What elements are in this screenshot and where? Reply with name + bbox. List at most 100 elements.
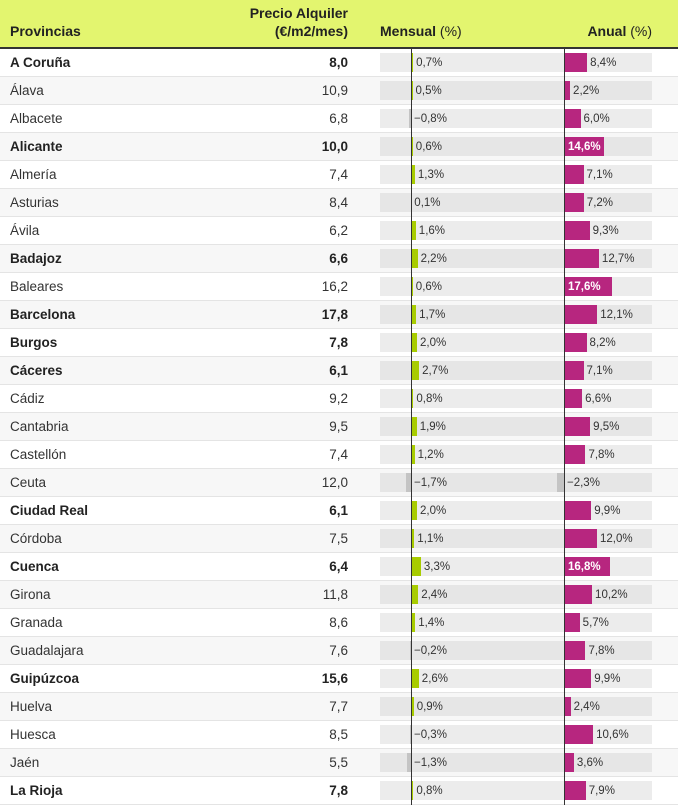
mensual-label: Mensual — [380, 23, 437, 39]
mensual-track — [380, 137, 558, 156]
price-value: 7,8 — [329, 335, 348, 350]
anual-label: 5,7% — [582, 617, 609, 629]
table-row: Ceuta 12,0 −1,7% −2,3% — [0, 469, 678, 497]
anual-label: 7,1% — [586, 365, 613, 377]
anual-zero-axis — [564, 413, 565, 441]
mensual-zero-axis — [411, 301, 412, 329]
mensual-zero-axis — [411, 609, 412, 637]
anual-zero-axis — [564, 693, 565, 721]
table-row: Jaén 5,5 −1,3% 3,6% — [0, 749, 678, 777]
province-name: Huesca — [10, 727, 56, 742]
mensual-zero-axis — [411, 161, 412, 189]
mensual-label: −0,3% — [414, 729, 447, 741]
price-value: 8,0 — [329, 55, 348, 70]
price-value: 7,7 — [329, 699, 348, 714]
mensual-track — [380, 669, 558, 688]
price-value: 7,5 — [329, 531, 348, 546]
mensual-track — [380, 641, 558, 660]
mensual-track — [380, 725, 558, 744]
mensual-bar — [411, 305, 417, 324]
price-value: 7,4 — [329, 447, 348, 462]
mensual-label: 0,5% — [415, 85, 442, 97]
anual-label: 6,0% — [583, 113, 610, 125]
mensual-label: 1,2% — [417, 449, 444, 461]
anual-label: Anual — [587, 23, 627, 39]
mensual-zero-axis — [411, 329, 412, 357]
table-row: Baleares 16,2 0,6% 17,6% — [0, 273, 678, 301]
mensual-label: 2,0% — [420, 337, 447, 349]
mensual-bar — [411, 333, 417, 352]
mensual-track — [380, 277, 558, 296]
table-row: Huesca 8,5 −0,3% 10,6% — [0, 721, 678, 749]
column-header-precio[interactable]: Precio Alquiler (€/m2/mes) — [250, 4, 348, 40]
province-name: Cáceres — [10, 363, 63, 378]
mensual-zero-axis — [411, 525, 412, 553]
anual-track — [535, 725, 652, 744]
table-row: Burgos 7,8 2,0% 8,2% — [0, 329, 678, 357]
mensual-bar — [408, 109, 411, 128]
mensual-bar — [405, 473, 411, 492]
table-row: Asturias 8,4 0,1% 7,2% — [0, 189, 678, 217]
mensual-track — [380, 473, 558, 492]
price-value: 11,8 — [322, 587, 348, 602]
anual-bar — [557, 473, 564, 492]
mensual-label: 0,9% — [416, 701, 443, 713]
mensual-label: −1,3% — [414, 757, 447, 769]
column-header-anual[interactable]: Anual (%) — [587, 23, 652, 39]
province-name: Ciudad Real — [10, 503, 89, 518]
anual-zero-axis — [564, 665, 565, 693]
mensual-track — [380, 417, 558, 436]
column-header-provincias[interactable]: Provincias — [10, 23, 81, 39]
anual-zero-axis — [564, 77, 565, 105]
anual-zero-axis — [564, 273, 565, 301]
mensual-bar — [410, 641, 412, 660]
province-name: Guipúzcoa — [10, 671, 80, 686]
mensual-label: 2,7% — [422, 365, 449, 377]
anual-track — [535, 585, 652, 604]
mensual-label: 3,3% — [423, 561, 451, 573]
price-value: 7,6 — [329, 643, 348, 658]
mensual-zero-axis — [411, 721, 412, 749]
province-name: Álava — [10, 83, 44, 98]
mensual-track — [380, 249, 558, 268]
column-header-mensual[interactable]: Mensual (%) — [380, 23, 462, 39]
anual-bar — [564, 389, 583, 408]
anual-zero-axis — [564, 245, 565, 273]
price-value: 8,6 — [329, 615, 348, 630]
province-name: Jaén — [10, 755, 40, 770]
anual-zero-axis — [564, 161, 565, 189]
anual-bar — [564, 249, 599, 268]
mensual-track — [380, 305, 558, 324]
table-row: Córdoba 7,5 1,1% 12,0% — [0, 525, 678, 553]
mensual-bar — [411, 389, 414, 408]
anual-bar — [564, 165, 584, 184]
anual-bar — [564, 501, 592, 520]
mensual-zero-axis — [411, 49, 412, 77]
mensual-bar — [411, 221, 416, 240]
anual-label: 2,2% — [573, 85, 600, 97]
province-name: Guadalajara — [10, 643, 84, 658]
anual-bar — [564, 81, 571, 100]
table-row: Almería 7,4 1,3% 7,1% — [0, 161, 678, 189]
table-row: Badajoz 6,6 2,2% 12,7% — [0, 245, 678, 273]
mensual-bar — [411, 165, 415, 184]
mensual-zero-axis — [411, 693, 412, 721]
anual-bar — [564, 221, 590, 240]
table-header: Provincias Precio Alquiler (€/m2/mes) Men… — [0, 0, 678, 49]
anual-bar — [564, 725, 594, 744]
province-name: Cádiz — [10, 391, 45, 406]
mensual-label: 1,9% — [419, 421, 446, 433]
price-value: 6,1 — [329, 503, 348, 518]
anual-label: 12,1% — [600, 309, 633, 321]
anual-bar — [564, 333, 587, 352]
table-row: Alicante 10,0 0,6% 14,6% — [0, 133, 678, 161]
mensual-zero-axis — [411, 581, 412, 609]
mensual-zero-axis — [411, 357, 412, 385]
anual-bar — [564, 781, 586, 800]
province-name: Castellón — [10, 447, 67, 462]
price-value: 15,6 — [321, 671, 348, 686]
mensual-zero-axis — [411, 637, 412, 665]
anual-bar — [564, 529, 597, 548]
table-row: Huelva 7,7 0,9% 2,4% — [0, 693, 678, 721]
mensual-bar — [411, 249, 418, 268]
